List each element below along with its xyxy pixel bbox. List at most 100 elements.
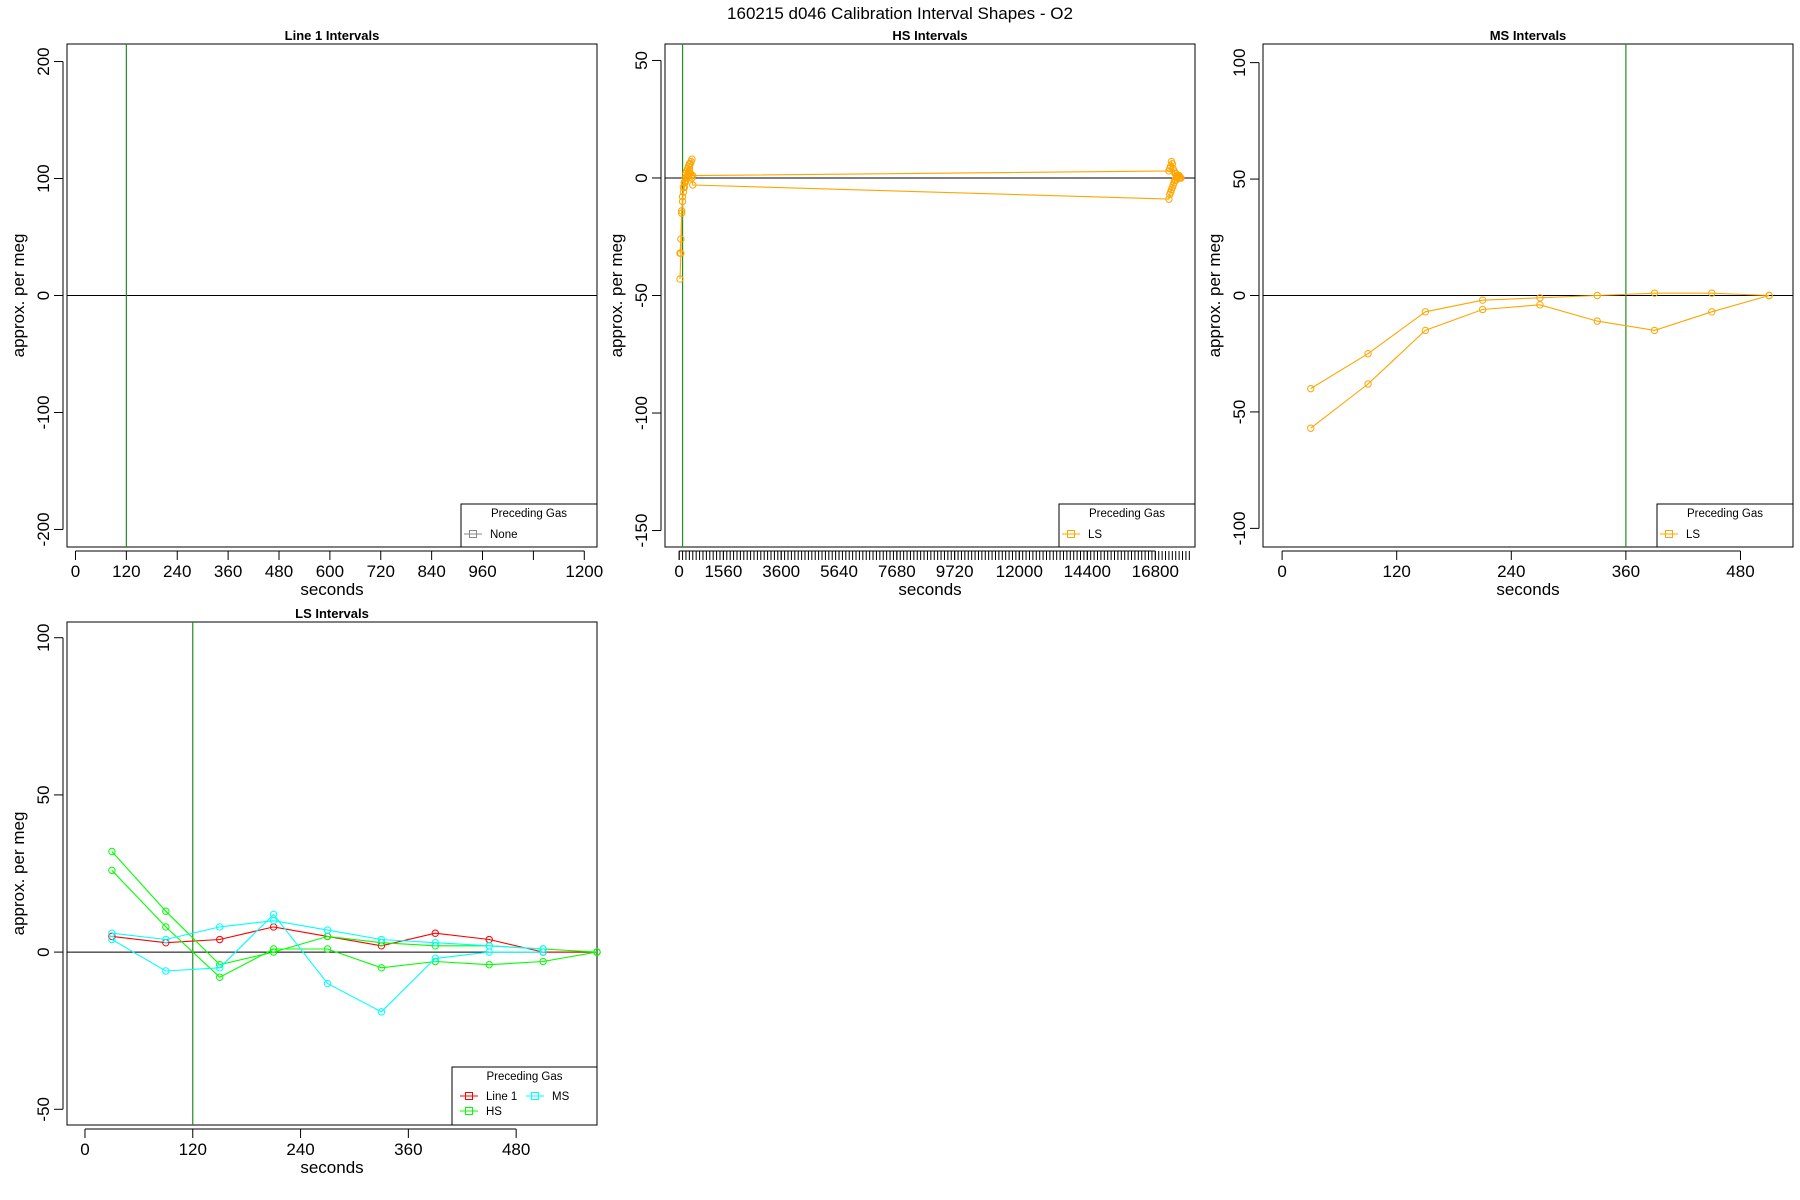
data-point: [1177, 174, 1185, 182]
y-tick-label: -200: [34, 512, 53, 546]
panel-title: MS Intervals: [1490, 28, 1567, 43]
data-point: [1364, 380, 1372, 388]
legend-title: Preceding Gas: [1687, 508, 1763, 520]
legend-swatch-marker: [469, 530, 477, 538]
x-tick-label: 240: [1497, 562, 1525, 581]
x-tick-label: 3600: [762, 562, 800, 581]
x-tick-label: 120: [112, 562, 140, 581]
series-line: [111, 870, 598, 978]
data-point: [678, 209, 686, 217]
data-point: [162, 907, 170, 915]
x-tick-label: 480: [502, 1140, 530, 1159]
x-axis-label: seconds: [898, 580, 961, 599]
y-tick-label: 200: [34, 47, 53, 75]
data-point: [485, 960, 493, 969]
series-line: [1310, 292, 1770, 390]
data-point: [676, 249, 684, 257]
y-tick-label: 50: [1230, 170, 1249, 189]
y-axis-label: approx. per meg: [9, 812, 28, 936]
data-point: [377, 935, 386, 944]
legend-title: Preceding Gas: [1089, 508, 1165, 520]
y-tick-label: 0: [34, 291, 53, 300]
series-line: [1310, 294, 1770, 429]
legend-box: [1656, 503, 1794, 548]
x-axis-label: seconds: [1496, 580, 1559, 599]
legend-entry-label: Line 1: [486, 1091, 517, 1103]
legend: Preceding Gas None: [460, 503, 598, 548]
y-axis-label: approx. per meg: [1205, 234, 1224, 358]
data-point: [108, 866, 116, 875]
x-tick-label: 7680: [878, 562, 916, 581]
y-tick-label: -50: [632, 283, 651, 308]
y-tick-label: -50: [1230, 400, 1249, 425]
legend-entry-label: LS: [1088, 529, 1102, 541]
panel-title: HS Intervals: [892, 28, 967, 43]
x-axis-label: seconds: [300, 580, 363, 599]
data-point: [1166, 162, 1175, 170]
data-point: [688, 155, 696, 163]
data-point: [108, 847, 116, 856]
x-tick-label: 0: [1277, 562, 1286, 581]
legend-entry-label: None: [490, 529, 518, 541]
y-tick-label: -100: [1230, 511, 1249, 545]
legend-entry-label: HS: [486, 1106, 502, 1118]
x-tick-label: 9720: [936, 562, 974, 581]
plot-frame: [664, 43, 1196, 548]
legend-swatch-marker: [531, 1092, 539, 1100]
data-point: [1650, 326, 1659, 335]
panel-ms-intervals: MS Intervals 0 120 240 360 480 seconds -100 -50 0…: [1205, 28, 1794, 599]
data-point: [162, 923, 170, 931]
y-tick-label: 50: [632, 51, 651, 70]
data-point: [216, 923, 224, 931]
y-axis-label: approx. per meg: [9, 234, 28, 358]
data-point: [677, 235, 685, 243]
legend-entry-label: MS: [552, 1091, 570, 1103]
legend-box: [1058, 503, 1196, 548]
data-point: [1708, 289, 1716, 297]
x-tick-label: 14400: [1064, 562, 1111, 581]
data-point: [1421, 326, 1430, 335]
x-tick-label: 720: [367, 562, 395, 581]
x-axis-label: seconds: [300, 1158, 363, 1177]
x-tick-label: 0: [80, 1140, 89, 1159]
data-point: [431, 954, 440, 963]
series-line: [679, 169, 1181, 254]
y-tick-label: -100: [34, 395, 53, 429]
x-tick-label: 120: [1383, 562, 1411, 581]
legend-swatch-marker: [1665, 530, 1673, 538]
x-tick-label: 12000: [996, 562, 1043, 581]
panel-title: Line 1 Intervals: [285, 28, 380, 43]
data-point: [377, 964, 386, 972]
legend-swatch-marker: [465, 1092, 473, 1100]
series-line: [111, 913, 544, 1013]
data-point: [216, 935, 224, 944]
panel-title: LS Intervals: [295, 606, 369, 621]
data-point: [1765, 291, 1773, 300]
legend-title: Preceding Gas: [486, 1071, 562, 1083]
data-point: [1708, 308, 1716, 316]
x-tick-label: 240: [286, 1140, 314, 1159]
series-line: [111, 920, 544, 950]
x-tick-label: 600: [316, 562, 344, 581]
y-tick-label: 100: [34, 624, 53, 652]
x-tick-label: 0: [71, 562, 80, 581]
data-point: [1650, 289, 1659, 297]
data-point: [1593, 317, 1601, 325]
data-point: [1478, 305, 1487, 314]
y-tick-label: -100: [632, 396, 651, 430]
x-tick-label: 5640: [820, 562, 858, 581]
panel-ls-intervals: LS Intervals 0 120 240 360 480 seconds -50 0 50 10…: [9, 606, 601, 1177]
data-point: [216, 964, 224, 972]
y-tick-label: 0: [34, 947, 53, 956]
legend-swatch-marker: [465, 1107, 473, 1115]
x-tick-label: 360: [394, 1140, 422, 1159]
x-tick-label: 16800: [1132, 562, 1179, 581]
data-point: [108, 935, 116, 944]
panel-line-1-intervals: Line 1 Intervals 0 120 240 360 480 600 720 840 96…: [9, 28, 603, 599]
data-point: [431, 938, 440, 947]
data-point: [689, 181, 697, 189]
legend: Preceding Gas LS: [1058, 503, 1196, 548]
data-point: [269, 910, 278, 919]
y-axis-label: approx. per meg: [607, 234, 626, 358]
